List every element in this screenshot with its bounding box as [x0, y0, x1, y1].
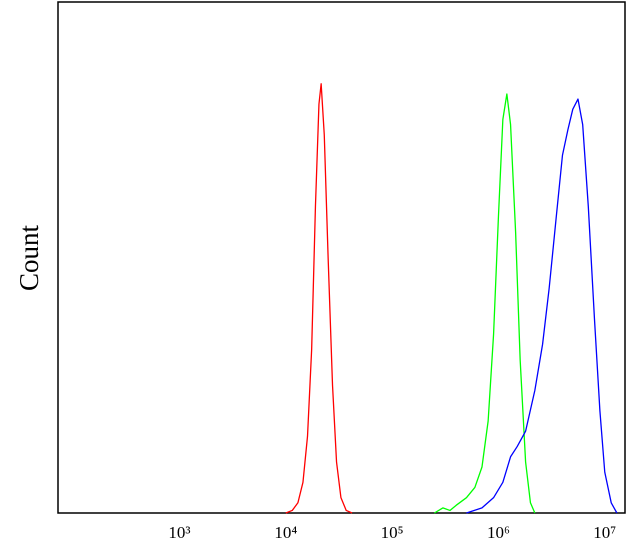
x-tick-label: 10⁷ — [593, 523, 616, 542]
y-axis-label: Count — [14, 224, 44, 291]
histogram-line — [285, 83, 353, 514]
x-tick-label: 10⁶ — [487, 523, 510, 542]
histogram-line — [434, 93, 536, 514]
plot-frame — [57, 1, 626, 514]
x-tick-label: 10³ — [168, 523, 190, 542]
histogram-line — [466, 98, 618, 514]
x-tick-label: 10⁵ — [381, 523, 404, 542]
x-tick-label: 10⁴ — [274, 523, 297, 542]
